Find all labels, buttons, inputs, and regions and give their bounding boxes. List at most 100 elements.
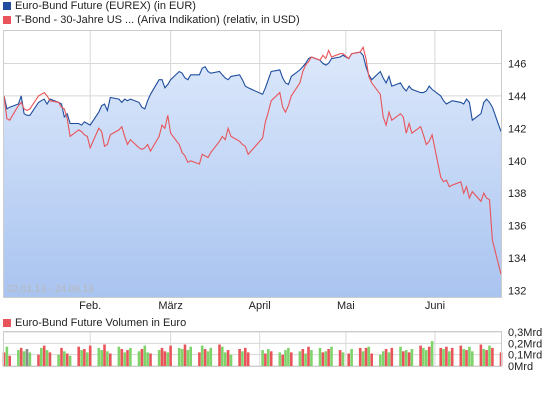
volume-bar — [370, 353, 373, 366]
volume-bar — [19, 347, 23, 366]
volume-bar — [287, 347, 290, 366]
volume-bar — [169, 345, 172, 366]
volume-bar — [324, 351, 328, 366]
legend-swatch-volume — [3, 319, 11, 327]
volume-bar — [68, 355, 72, 366]
volume-bar — [448, 351, 451, 366]
volume-bar — [304, 353, 307, 366]
volume-bar — [341, 352, 345, 366]
volume-y-tick-label: 0,3Mrd — [508, 327, 542, 339]
volume-bar — [468, 346, 471, 366]
volume-bar — [226, 350, 230, 366]
tbond-series-line — [3, 45, 502, 275]
volume-bar — [60, 347, 63, 366]
volume-bar — [246, 352, 250, 366]
volume-bar — [109, 353, 112, 366]
volume-bar — [42, 345, 46, 366]
volume-bar — [88, 345, 92, 366]
volume-bar — [410, 349, 414, 366]
volume-bar — [485, 350, 488, 366]
volume-bar — [8, 355, 11, 366]
y-tick-label: 142 — [508, 123, 526, 135]
volume-bar — [117, 346, 121, 366]
date-range-label: 02.01.13 - 24.06.13 — [7, 284, 94, 295]
volume-bar — [163, 351, 167, 366]
volume-bar — [264, 353, 267, 366]
volume-bar — [200, 345, 204, 366]
legend-swatch-bund — [3, 2, 11, 10]
volume-bar — [77, 346, 80, 366]
volume-bar — [103, 344, 106, 366]
y-tick-label: 138 — [508, 188, 526, 200]
volume-bar — [404, 350, 408, 366]
y-tick-label: 140 — [508, 156, 526, 168]
volume-bar — [384, 349, 388, 366]
x-tick-label: Mai — [337, 300, 355, 312]
volume-bar — [402, 351, 405, 366]
volume-y-tick-label: 0,2Mrd — [508, 338, 542, 350]
volume-bar — [186, 350, 190, 366]
volume-bar — [223, 352, 227, 366]
volume-bar — [430, 341, 434, 366]
volume-bar — [471, 351, 474, 366]
volume-bar — [120, 349, 124, 366]
volume-bar — [5, 346, 9, 366]
bund-series-line — [3, 51, 502, 132]
volume-bar — [244, 347, 247, 366]
y-tick-label: 144 — [508, 91, 526, 103]
volume-bar — [218, 344, 221, 366]
volume-bar — [462, 349, 465, 366]
y-tick-label: 132 — [508, 286, 526, 298]
volume-bar — [381, 351, 385, 366]
x-tick-label: Juni — [425, 300, 445, 312]
volume-bar — [445, 346, 448, 366]
volume-bar — [450, 347, 454, 366]
volume-bar — [28, 352, 32, 366]
volume-bar — [419, 345, 422, 366]
volume-bar — [379, 354, 382, 366]
volume-bar — [137, 351, 141, 366]
volume-bar — [407, 352, 411, 366]
y-tick-label: 146 — [508, 58, 526, 70]
volume-bar — [482, 349, 486, 366]
volume-bar — [399, 346, 402, 366]
volume-bar — [261, 350, 264, 366]
volume-bar — [491, 347, 494, 366]
volume-bar — [143, 345, 147, 366]
volume-bar — [442, 349, 445, 366]
volume-bar — [350, 349, 353, 366]
volume-bar — [83, 349, 86, 366]
volume-bar — [160, 347, 164, 366]
volume-bar — [198, 352, 201, 366]
volume-bar — [479, 344, 483, 366]
volume-bar — [321, 352, 325, 366]
volume-bars — [2, 341, 503, 366]
volume-bar — [241, 351, 244, 366]
volume-bar — [347, 353, 350, 366]
y-tick-label: 134 — [508, 253, 526, 265]
volume-bar — [267, 349, 270, 366]
volume-bar — [278, 352, 282, 366]
volume-bar — [425, 350, 428, 366]
legend-swatch-tbond — [3, 16, 11, 24]
volume-bar — [310, 350, 313, 366]
volume-bar — [298, 351, 302, 366]
volume-bar — [126, 350, 129, 366]
volume-y-tick-label: 0Mrd — [508, 361, 533, 373]
volume-bar — [80, 350, 83, 366]
legend-label-volume: Euro-Bund Future Volumen in Euro — [15, 317, 187, 329]
volume-bar — [387, 352, 391, 366]
volume-bar — [318, 347, 322, 366]
volume-bar — [465, 350, 468, 366]
volume-bar — [106, 351, 109, 366]
volume-bar — [238, 349, 241, 366]
volume-bar — [157, 350, 161, 366]
volume-bar — [17, 350, 20, 366]
volume-bar — [149, 353, 152, 366]
volume-bar — [97, 347, 101, 366]
volume-bar — [65, 353, 69, 366]
volume-bar — [488, 345, 491, 366]
volume-bar — [129, 347, 132, 366]
